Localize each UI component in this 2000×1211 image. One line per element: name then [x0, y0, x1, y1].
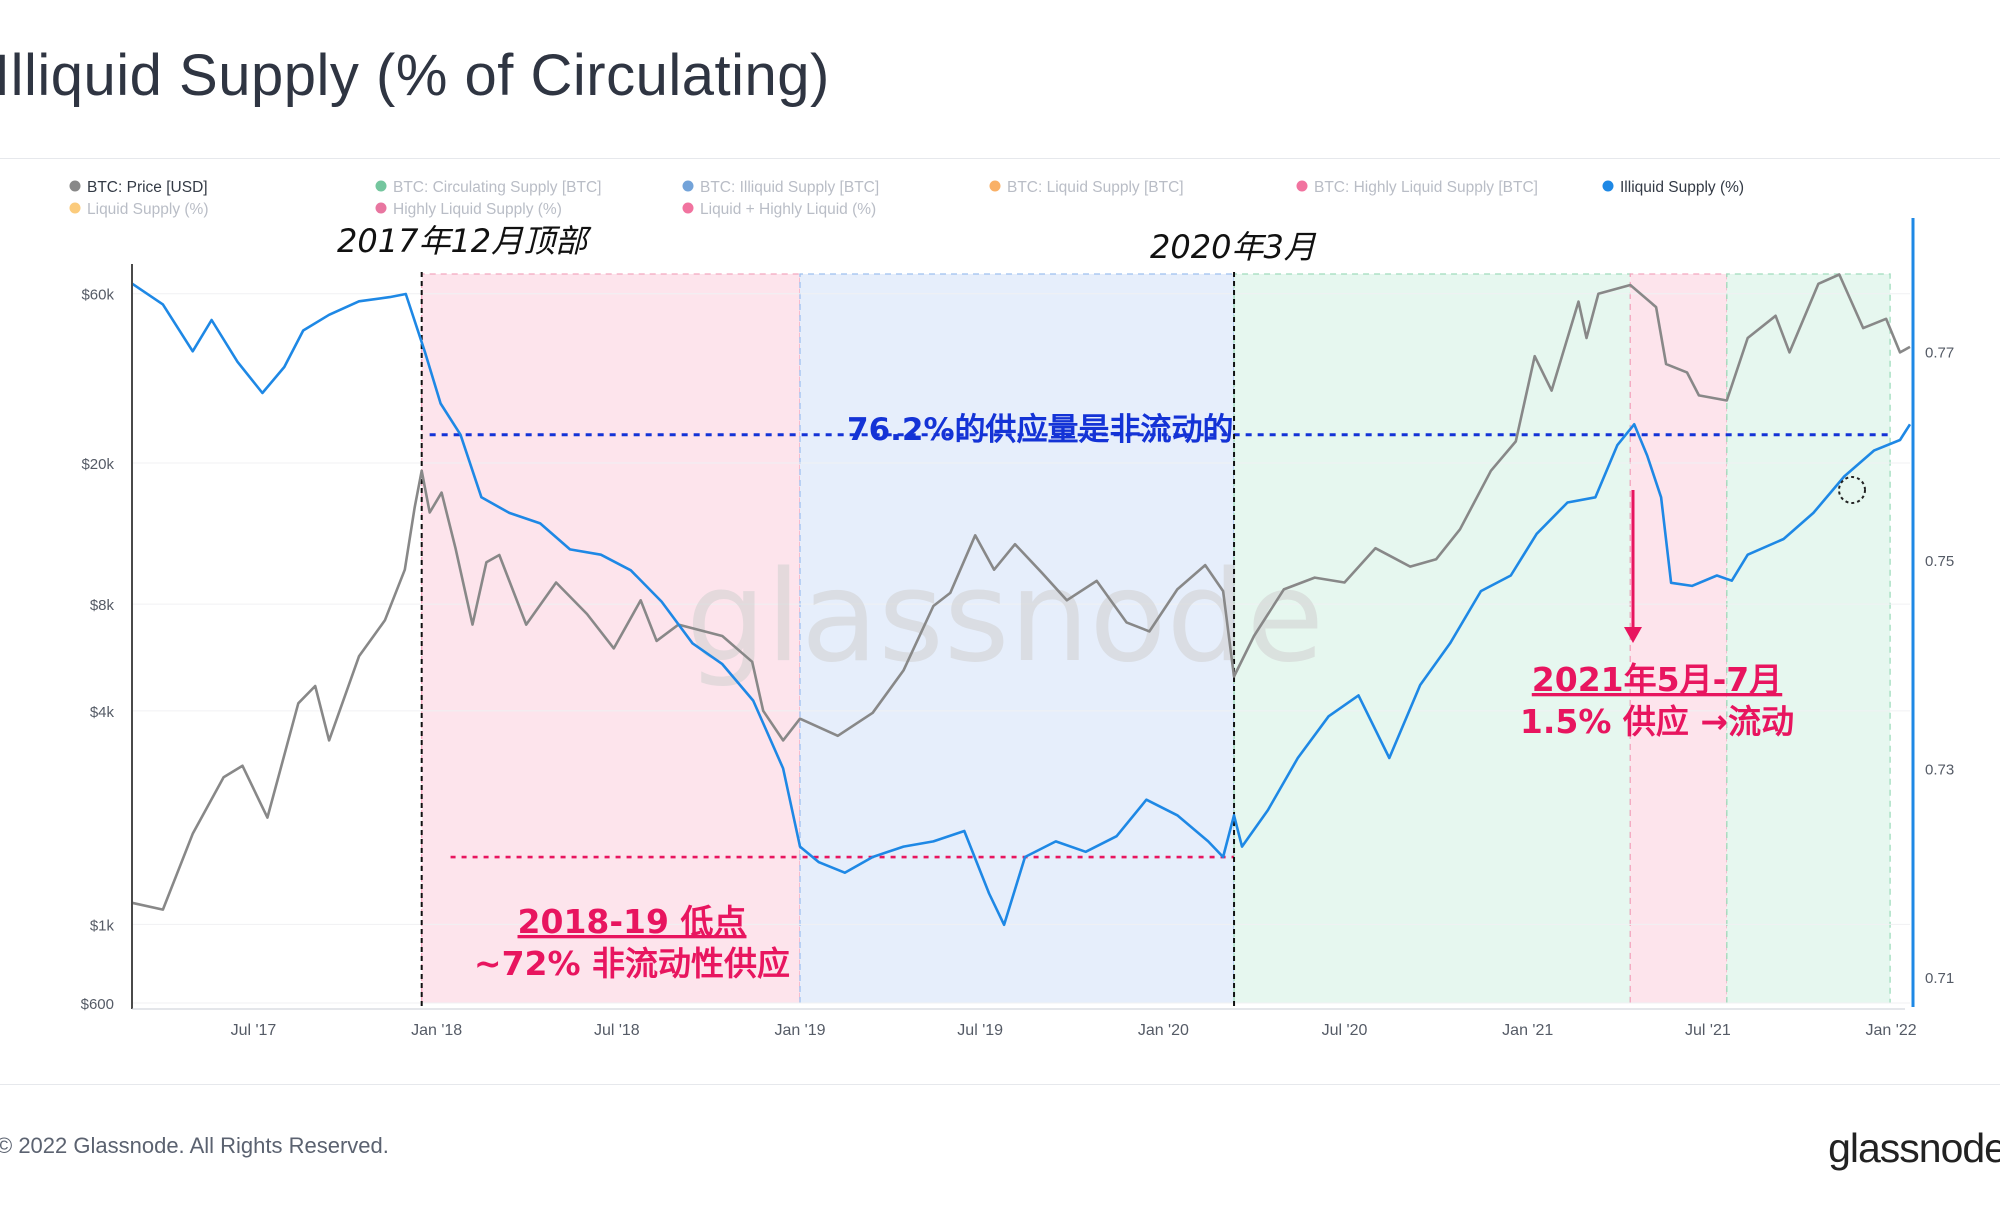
annotation-762: 76.2%的供应量是非流动的	[847, 412, 1234, 448]
y-left-tick-label: $20k	[81, 456, 114, 473]
y-left-tick-label: $600	[81, 996, 114, 1013]
legend-label: BTC: Liquid Supply [BTC]	[1007, 179, 1184, 196]
legend-marker	[989, 180, 1001, 192]
legend-marker	[1296, 180, 1308, 192]
price-line	[131, 273, 1911, 911]
footer-divider	[0, 1084, 2000, 1085]
legend: BTC: Price [USD] BTC: Circulating Supply …	[69, 179, 1744, 218]
event-lines: 2017年12月顶部 2020年3月	[337, 222, 1317, 1009]
x-tick-label: Jul '19	[957, 1022, 1003, 1039]
legend-label: Liquid Supply (%)	[87, 201, 208, 218]
legend-marker	[69, 180, 81, 192]
grid	[132, 293, 1910, 1004]
annotation-low-title: 2018-19 低点	[518, 902, 747, 941]
x-tick-label: Jan '20	[1138, 1022, 1189, 1039]
x-tick-label: Jan '19	[774, 1022, 825, 1039]
y-right-tick-label: 0.73	[1925, 761, 1954, 778]
legend-label: BTC: Illiquid Supply [BTC]	[700, 179, 879, 196]
y-left-tick-label: $60k	[81, 287, 114, 304]
band-border	[799, 273, 1235, 1003]
y-right-tick-label: 0.71	[1925, 970, 1954, 987]
event-label: 2020年3月	[1150, 228, 1317, 266]
highlight-bands	[421, 273, 1891, 1003]
brand-logo: glassnode	[1828, 1125, 2000, 1171]
legend-label: Highly Liquid Supply (%)	[393, 201, 562, 218]
band-green	[1234, 274, 1631, 1003]
legend-label: BTC: Highly Liquid Supply [BTC]	[1314, 179, 1538, 196]
tick-labels: $600 $1k $4k $8k $20k $60k 0.71 0.73 0.75 0.77 Jul…	[81, 287, 1955, 1039]
legend-marker	[682, 202, 694, 214]
y-left-tick-label: $1k	[90, 917, 115, 934]
watermark: glassnode	[686, 543, 1324, 690]
y-right-tick-label: 0.75	[1925, 553, 1954, 570]
legend-marker	[1602, 180, 1614, 192]
legend-marker	[375, 180, 387, 192]
x-tick-label: Jul '21	[1685, 1022, 1731, 1039]
annotation-low-sub: ~72% 非流动性供应	[474, 944, 790, 983]
x-tick-label: Jul '20	[1322, 1022, 1368, 1039]
header-divider	[0, 158, 2000, 159]
band-green	[1726, 274, 1891, 1003]
legend-marker	[69, 202, 81, 214]
legend-label: Liquid + Highly Liquid (%)	[700, 201, 876, 218]
x-tick-label: Jul '18	[594, 1022, 640, 1039]
annotation-may-sub: 1.5% 供应 →流动	[1520, 702, 1794, 741]
legend-marker	[375, 202, 387, 214]
reference-lines	[429, 433, 1891, 859]
illiquid-pct-line	[131, 282, 1912, 927]
legend-label: BTC: Circulating Supply [BTC]	[393, 179, 601, 196]
axes	[131, 218, 1915, 1010]
band-border	[1726, 273, 1891, 1003]
copyright: © 2022 Glassnode. All Rights Reserved.	[0, 1133, 389, 1158]
point-marker	[1838, 476, 1866, 504]
x-tick-label: Jan '21	[1502, 1022, 1553, 1039]
legend-marker	[682, 180, 694, 192]
band-pink	[1630, 274, 1727, 1003]
band-pink	[421, 274, 800, 1003]
y-left-tick-label: $8k	[90, 597, 115, 614]
legend-label: Illiquid Supply (%)	[1620, 179, 1744, 196]
annotation-may-title: 2021年5月-7月	[1532, 660, 1782, 699]
legend-label: BTC: Price [USD]	[87, 179, 208, 196]
arrow-head	[1624, 627, 1642, 643]
annotations: 76.2%的供应量是非流动的 2018-19 低点~72% 非流动性供应 2021年…	[474, 412, 1866, 983]
page-title: Illiquid Supply (% of Circulating)	[0, 43, 830, 108]
x-tick-label: Jan '18	[411, 1022, 462, 1039]
x-tick-label: Jul '17	[231, 1022, 277, 1039]
y-right-tick-label: 0.77	[1925, 344, 1954, 361]
y-left-tick-label: $4k	[90, 704, 115, 721]
x-tick-label: Jan '22	[1866, 1022, 1917, 1039]
band-border	[421, 273, 801, 1003]
event-label: 2017年12月顶部	[337, 222, 592, 260]
series	[131, 273, 1912, 927]
